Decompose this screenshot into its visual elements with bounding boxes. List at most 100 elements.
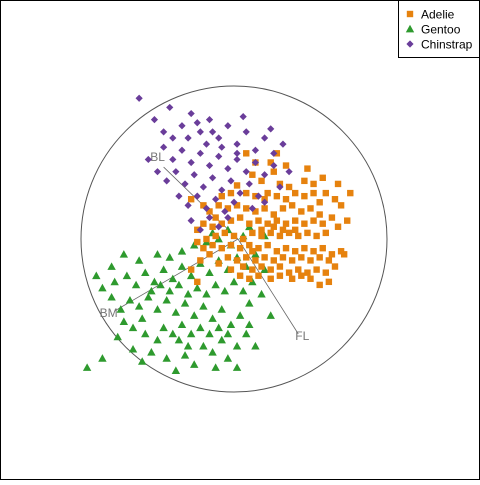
- point-adelie: [320, 175, 326, 181]
- point-adelie: [222, 230, 228, 236]
- point-adelie: [283, 162, 289, 168]
- point-adelie: [188, 266, 194, 272]
- point-adelie: [313, 266, 319, 272]
- point-adelie: [320, 245, 326, 251]
- point-adelie: [286, 230, 292, 236]
- point-adelie: [243, 150, 249, 156]
- point-adelie: [212, 214, 218, 220]
- point-adelie: [326, 257, 332, 263]
- point-adelie: [255, 217, 261, 223]
- point-adelie: [295, 266, 301, 272]
- point-adelie: [307, 276, 313, 282]
- point-adelie: [292, 190, 298, 196]
- point-adelie: [264, 221, 270, 227]
- point-adelie: [194, 279, 200, 285]
- point-adelie: [313, 233, 319, 239]
- point-adelie: [310, 181, 316, 187]
- point-adelie: [234, 182, 240, 188]
- point-adelie: [292, 227, 298, 233]
- point-adelie: [258, 263, 264, 269]
- point-adelie: [274, 248, 280, 254]
- point-adelie: [335, 181, 341, 187]
- point-adelie: [304, 165, 310, 171]
- axis-label-bl: BL: [150, 150, 165, 164]
- point-adelie: [298, 254, 304, 260]
- point-adelie: [249, 172, 255, 178]
- point-adelie: [200, 221, 206, 227]
- point-adelie: [228, 190, 234, 196]
- point-adelie: [316, 211, 322, 217]
- point-adelie: [243, 205, 249, 211]
- point-adelie: [246, 242, 252, 248]
- point-adelie: [277, 233, 283, 239]
- point-adelie: [264, 190, 270, 196]
- point-adelie: [261, 254, 267, 260]
- point-adelie: [283, 221, 289, 227]
- legend-label-chinstrap: Chinstrap: [421, 38, 473, 52]
- point-adelie: [289, 257, 295, 263]
- point-adelie: [277, 263, 283, 269]
- point-adelie: [298, 208, 304, 214]
- point-adelie: [329, 214, 335, 220]
- point-adelie: [243, 190, 249, 196]
- point-adelie: [237, 273, 243, 279]
- point-adelie: [335, 224, 341, 230]
- point-adelie: [246, 276, 252, 282]
- point-adelie: [307, 205, 313, 211]
- point-adelie: [316, 254, 322, 260]
- point-adelie: [228, 242, 234, 248]
- point-adelie: [310, 248, 316, 254]
- point-adelie: [347, 190, 353, 196]
- point-adelie: [255, 273, 261, 279]
- point-adelie: [249, 248, 255, 254]
- axis-label-bm: BM: [100, 306, 118, 320]
- point-adelie: [209, 242, 215, 248]
- legend-marker-adelie: [407, 11, 413, 17]
- axis-label-fl: FL: [295, 329, 309, 343]
- point-adelie: [274, 193, 280, 199]
- point-adelie: [240, 263, 246, 269]
- point-adelie: [264, 242, 270, 248]
- point-adelie: [307, 257, 313, 263]
- legend: AdelieGentooChinstrap: [399, 1, 480, 58]
- point-adelie: [332, 263, 338, 269]
- point-adelie: [268, 230, 274, 236]
- point-adelie: [326, 279, 332, 285]
- point-adelie: [280, 227, 286, 233]
- point-adelie: [286, 269, 292, 275]
- point-adelie: [240, 236, 246, 242]
- point-adelie: [274, 217, 280, 223]
- point-adelie: [258, 227, 264, 233]
- point-adelie: [225, 254, 231, 260]
- point-adelie: [323, 269, 329, 275]
- point-adelie: [249, 266, 255, 272]
- point-adelie: [268, 276, 274, 282]
- point-adelie: [237, 214, 243, 220]
- point-adelie: [323, 230, 329, 236]
- point-adelie: [280, 205, 286, 211]
- point-adelie: [323, 190, 329, 196]
- point-adelie: [268, 266, 274, 272]
- point-adelie: [188, 196, 194, 202]
- point-adelie: [252, 257, 258, 263]
- point-adelie: [216, 260, 222, 266]
- point-adelie: [316, 199, 322, 205]
- legend-label-gentoo: Gentoo: [421, 23, 461, 37]
- point-adelie: [271, 257, 277, 263]
- point-adelie: [206, 251, 212, 257]
- point-adelie: [194, 239, 200, 245]
- point-adelie: [301, 245, 307, 251]
- point-adelie: [304, 269, 310, 275]
- legend-label-adelie: Adelie: [421, 8, 455, 22]
- point-adelie: [228, 266, 234, 272]
- point-adelie: [203, 236, 209, 242]
- point-adelie: [344, 217, 350, 223]
- point-adelie: [310, 190, 316, 196]
- point-adelie: [301, 221, 307, 227]
- point-adelie: [341, 251, 347, 257]
- point-adelie: [332, 196, 338, 202]
- point-adelie: [258, 233, 264, 239]
- point-adelie: [283, 196, 289, 202]
